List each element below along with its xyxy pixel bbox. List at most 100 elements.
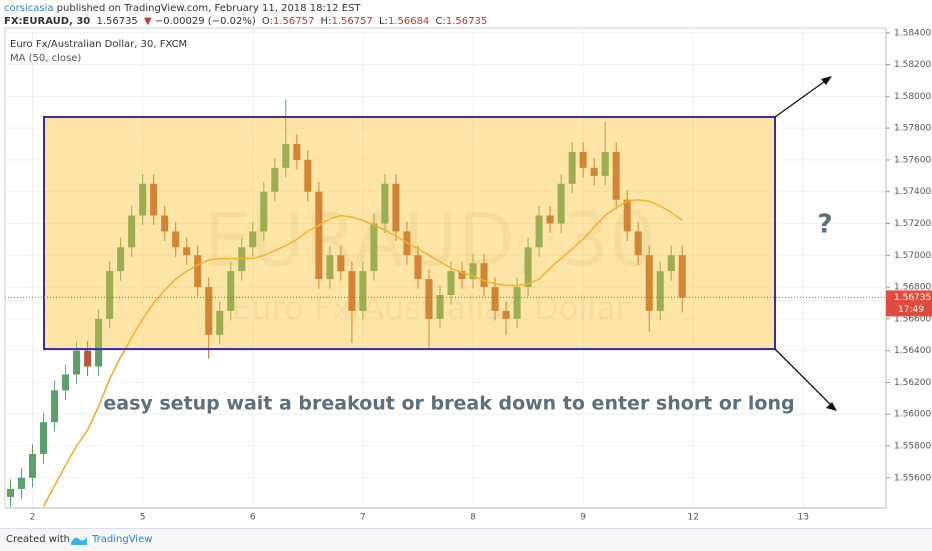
candle-body xyxy=(656,271,664,311)
candle-body xyxy=(623,199,631,232)
countdown: 17:49 xyxy=(898,305,924,315)
y-tick-label: 1.55800 xyxy=(894,442,931,452)
candle-body xyxy=(293,144,301,160)
candle-body xyxy=(667,255,675,272)
candle-body xyxy=(29,453,37,478)
x-tick-label: 6 xyxy=(250,513,256,523)
candle-body xyxy=(183,247,191,256)
symbol: FX:EURAUD, 30 xyxy=(4,16,91,27)
price-axis xyxy=(886,28,932,508)
candle-body xyxy=(139,183,147,216)
y-tick-label: 1.57000 xyxy=(894,251,931,261)
author[interactable]: corsicasia xyxy=(4,3,54,14)
y-tick-label: 1.56800 xyxy=(894,283,931,293)
o: 1.56757 xyxy=(273,16,315,27)
candle-body xyxy=(161,215,169,232)
x-tick-label: 8 xyxy=(470,513,476,523)
x-tick-label: 5 xyxy=(140,513,146,523)
o-label: O: xyxy=(261,16,273,27)
candle-body xyxy=(73,350,81,375)
candle-body xyxy=(40,422,48,454)
candle-body xyxy=(172,231,180,248)
change: −0.00029 (−0.02%) xyxy=(154,16,256,27)
price: 1.56735 xyxy=(96,16,138,27)
l-label: L: xyxy=(378,16,388,27)
arrow-head xyxy=(821,76,832,85)
candle-body xyxy=(447,271,455,296)
candle-body xyxy=(249,231,257,248)
candle-body xyxy=(150,183,158,216)
candle-body xyxy=(458,271,466,280)
y-tick-label: 1.56600 xyxy=(894,314,931,324)
candle-body xyxy=(513,287,521,319)
y-tick-label: 1.57600 xyxy=(894,155,931,165)
candle-body xyxy=(579,151,587,168)
y-tick-label: 1.57400 xyxy=(894,187,931,197)
candle-body xyxy=(117,247,125,272)
h: 1.56757 xyxy=(331,16,373,27)
annotation: easy setup wait a breakout or break down… xyxy=(103,393,794,415)
published: published on TradingView.com, February 1… xyxy=(56,3,361,14)
candle-body xyxy=(370,223,378,272)
candle-body xyxy=(84,350,92,367)
last-price-label: 1.56735 xyxy=(894,293,931,303)
question-mark: ? xyxy=(817,210,832,240)
candle-body xyxy=(678,255,686,298)
symbol-line: FX:EURAUD, 30 1.56735 ▼ −0.00029 (−0.02%… xyxy=(4,16,490,27)
logo xyxy=(71,537,87,545)
y-tick-label: 1.58000 xyxy=(894,92,931,102)
candle-body xyxy=(51,390,59,423)
candle-body xyxy=(304,159,312,192)
footer: Created with TradingView xyxy=(0,528,932,551)
candle-body xyxy=(634,231,642,256)
candle-body xyxy=(326,255,334,280)
y-tick-label: 1.57200 xyxy=(894,219,931,229)
y-tick-label: 1.56000 xyxy=(894,410,931,420)
x-tick-label: 9 xyxy=(580,513,586,523)
candle-body xyxy=(557,183,565,224)
candle-body xyxy=(205,287,213,335)
x-tick-label: 7 xyxy=(360,513,366,523)
candle-body xyxy=(106,271,114,319)
chart: EURAUD, 30 Euro Fx/Australian Dollar ? e… xyxy=(4,27,932,523)
candle-body xyxy=(348,271,356,311)
candle-body xyxy=(315,191,323,280)
c-label: C: xyxy=(435,16,446,27)
candle-body xyxy=(568,151,576,184)
candle-body xyxy=(271,167,279,192)
arrow-head xyxy=(826,402,837,411)
candle-body xyxy=(601,151,609,176)
candle-body xyxy=(590,167,598,176)
candle-body xyxy=(227,271,235,311)
h-label: H: xyxy=(320,16,332,27)
candle-body xyxy=(425,279,433,319)
candle-body xyxy=(337,255,345,272)
ma-line xyxy=(42,198,683,507)
x-tick-label: 2 xyxy=(30,513,36,523)
brand[interactable]: TradingView xyxy=(92,534,153,545)
y-tick-label: 1.56400 xyxy=(894,346,931,356)
candle-body xyxy=(128,215,136,248)
range-box xyxy=(43,116,776,351)
x-tick-label: 12 xyxy=(688,513,699,523)
candle-body xyxy=(535,215,543,248)
y-tick-label: 1.57800 xyxy=(894,124,931,134)
candle-body xyxy=(524,247,532,288)
candle-body xyxy=(260,191,268,232)
candle-body xyxy=(546,215,554,224)
candle-body xyxy=(414,255,422,280)
candle-body xyxy=(491,287,499,311)
y-tick-label: 1.55600 xyxy=(894,473,931,483)
candle-body xyxy=(282,144,290,168)
arrow-down xyxy=(774,348,834,408)
candle-body xyxy=(381,183,389,224)
candle-body xyxy=(480,263,488,288)
candle-body xyxy=(95,318,103,367)
candle-body xyxy=(645,255,653,311)
candle-body xyxy=(17,477,26,489)
y-tick-label: 1.58400 xyxy=(894,28,931,38)
candle-body xyxy=(62,374,70,391)
y-tick-label: 1.56200 xyxy=(894,378,931,388)
candle-body xyxy=(216,310,224,335)
